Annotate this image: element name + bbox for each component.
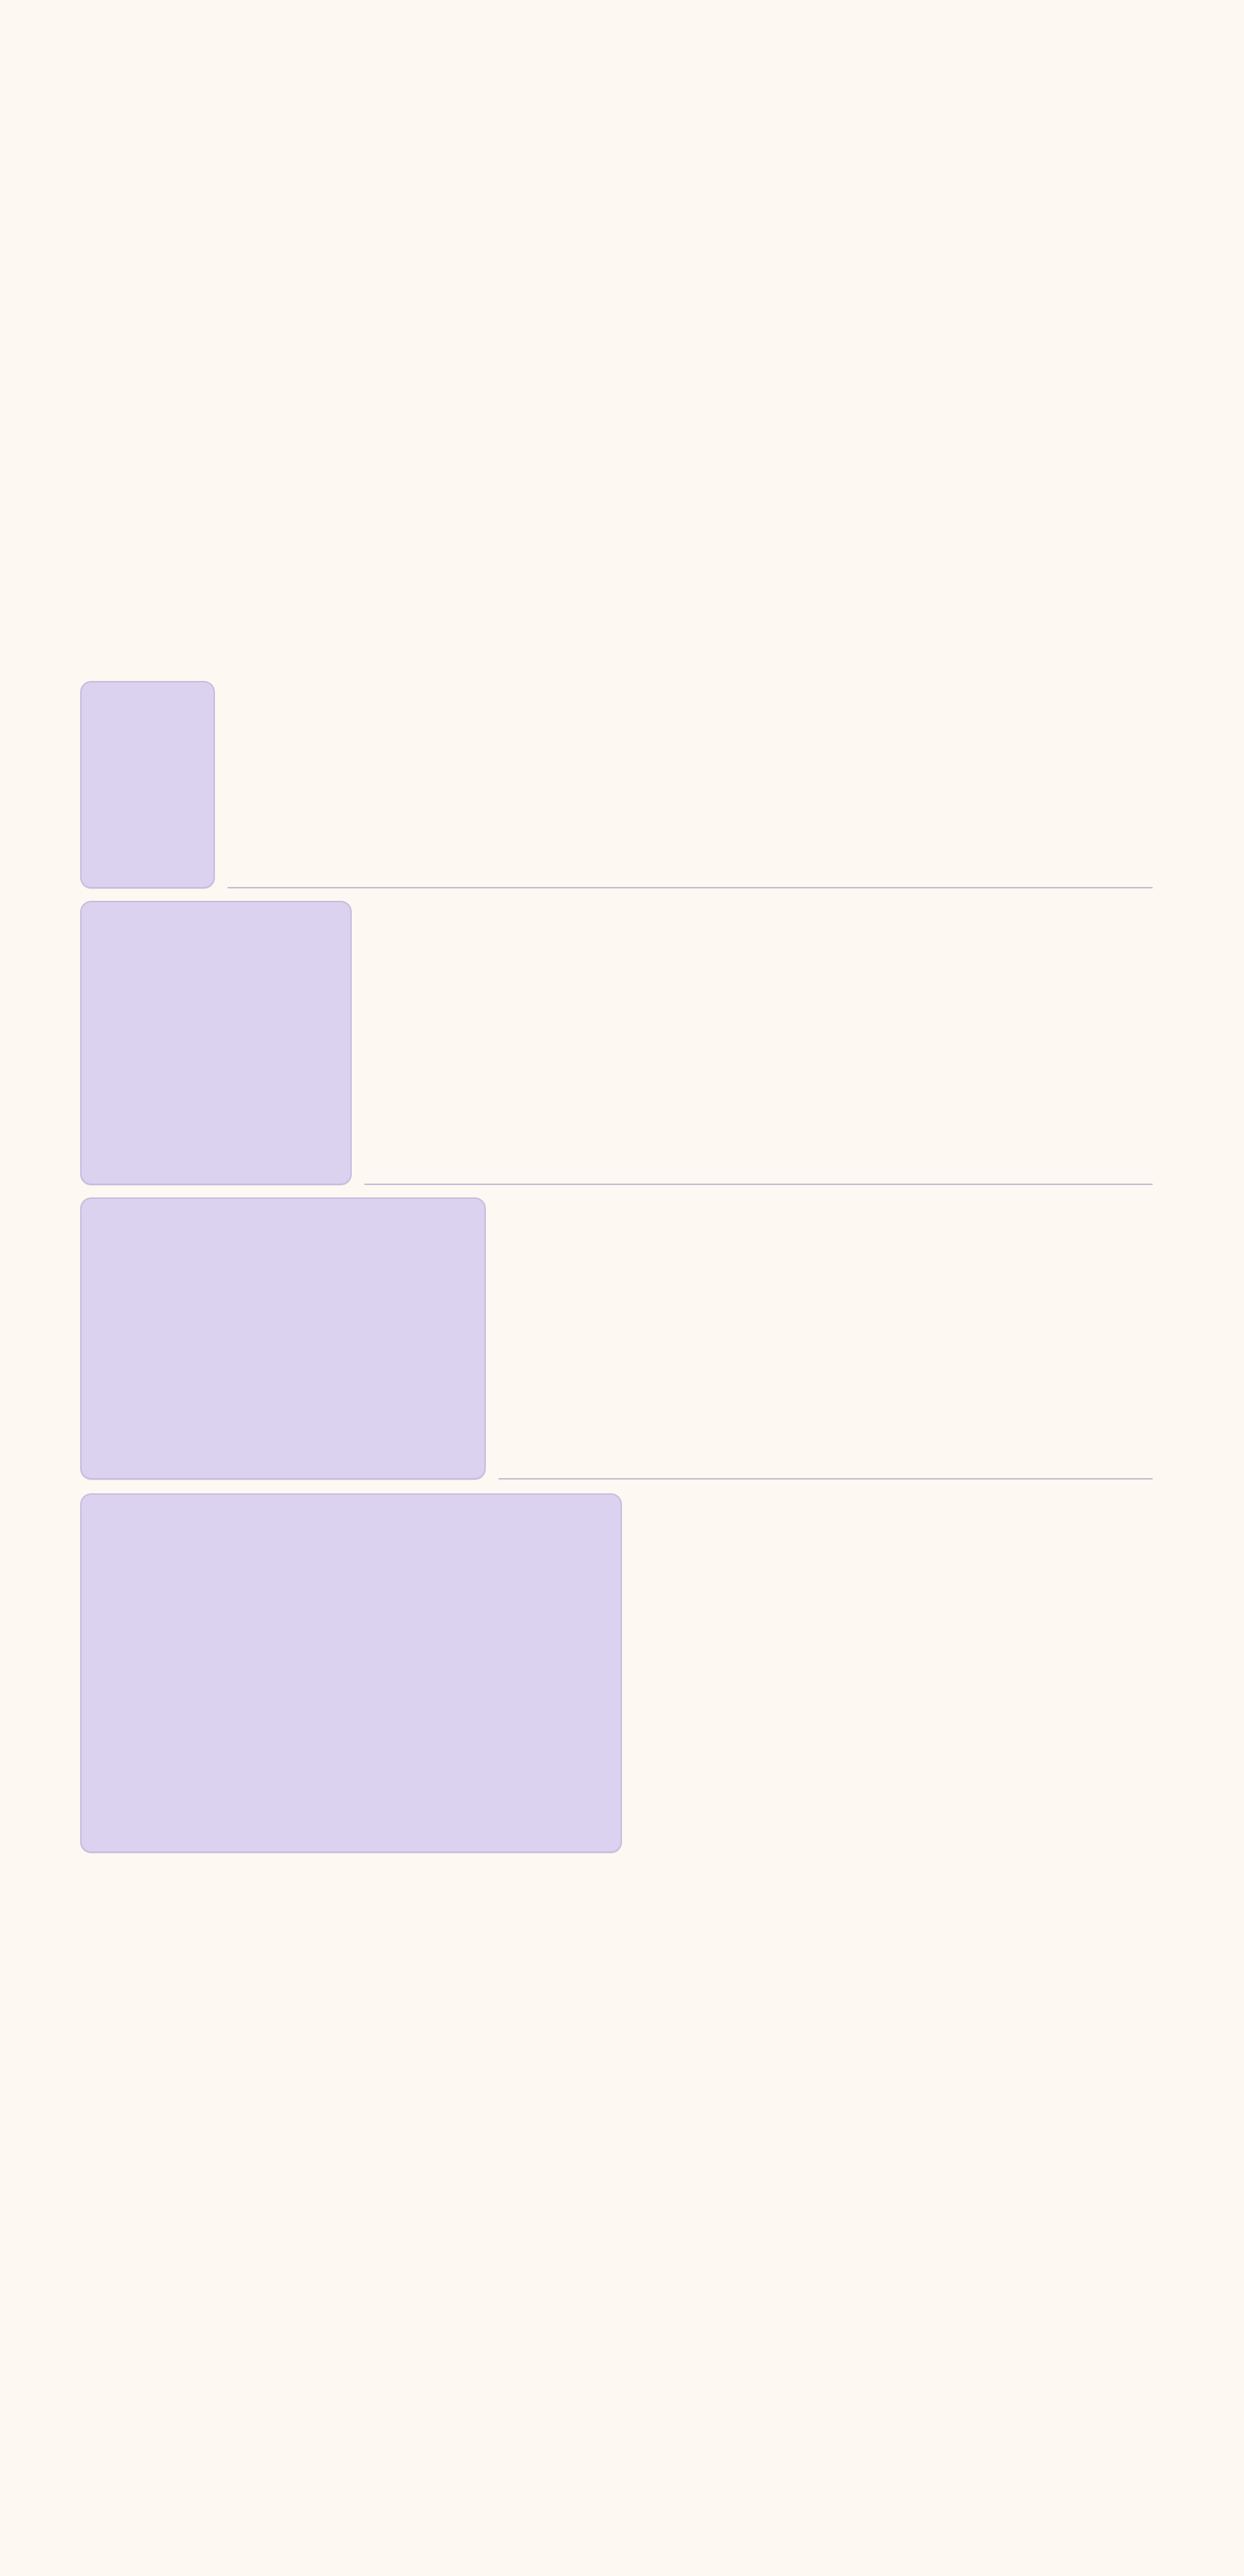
placeholder-card-4 <box>80 1493 622 1853</box>
placeholder-card-1 <box>80 681 215 888</box>
skeleton-row-2 <box>80 901 1153 1185</box>
skeleton-row-3 <box>80 1197 1153 1480</box>
row-divider-line-2 <box>364 1184 1153 1185</box>
skeleton-placeholder-list <box>80 681 1153 1853</box>
skeleton-row-4 <box>80 1493 1153 1853</box>
placeholder-card-2 <box>80 901 352 1185</box>
skeleton-row-1 <box>80 681 1153 888</box>
placeholder-card-3 <box>80 1197 486 1480</box>
row-divider-line-1 <box>227 887 1153 888</box>
row-divider-line-3 <box>498 1478 1153 1480</box>
